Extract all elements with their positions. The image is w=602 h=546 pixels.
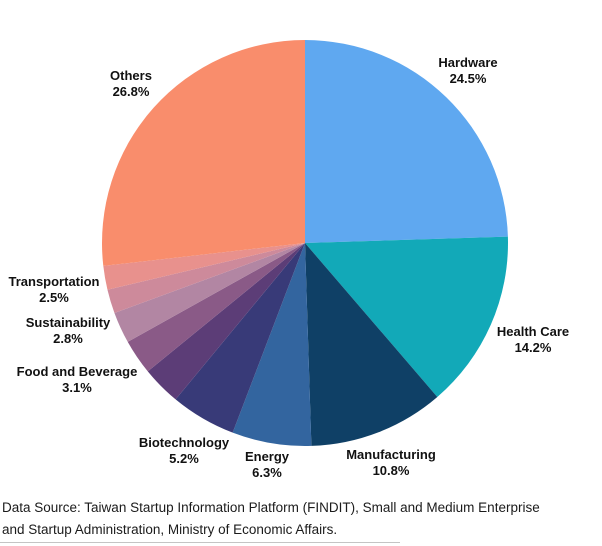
pie-label-percentage: 3.1% [62, 380, 92, 395]
pie-slice-health-care [305, 236, 509, 397]
pie-label-percentage: 14.2% [514, 340, 552, 355]
pie-slice-food-and-beverage [147, 243, 305, 400]
pie-label-percentage: 2.5% [39, 290, 69, 305]
pie-label-percentage: 2.8% [53, 331, 83, 346]
pie-slice-transportation [114, 243, 305, 342]
pie-label-biotechnology: Biotechnology 5.2% [139, 435, 229, 467]
pie-label-name: Food and Beverage [16, 364, 138, 379]
pie-label-transportation: Transportation 2.5% [8, 274, 99, 306]
bottom-divider [0, 542, 400, 543]
pie-label-percentage: 10.8% [372, 463, 410, 478]
data-source-line2: and Startup Administration, Ministry of … [2, 522, 338, 537]
pie-slice-manufacturing [305, 243, 438, 446]
pie-slice-others [102, 40, 305, 266]
pie-label-name: Biotechnology [138, 435, 230, 450]
pie-slice-hardware [305, 40, 508, 243]
pie-slice-unlabeled-9 [103, 243, 305, 290]
pie-label-percentage: 5.2% [169, 451, 199, 466]
pie-label-name: Hardware [438, 55, 498, 70]
pie-label-name: Energy [244, 449, 290, 464]
pie-label-energy: Energy 6.3% [245, 449, 289, 481]
pie-label-name: Others [110, 68, 152, 83]
pie-slice-energy [232, 243, 312, 447]
pie-label-name: Sustainability [25, 315, 111, 330]
pie-label-name: Health Care [496, 324, 570, 339]
data-source-note: Data Source: Taiwan Startup Information … [2, 497, 540, 541]
pie-label-percentage: 6.3% [252, 465, 282, 480]
pie-label-percentage: 26.8% [112, 84, 150, 99]
pie-label-hardware: Hardware 24.5% [438, 55, 497, 87]
pie-slice-biotechnology [175, 243, 305, 433]
pie-label-manufacturing: Manufacturing 10.8% [346, 447, 436, 479]
pie-label-food-and-beverage: Food and Beverage 3.1% [17, 364, 138, 396]
data-source-line1: Data Source: Taiwan Startup Information … [2, 500, 540, 515]
pie-slice-unlabeled-8 [107, 243, 306, 313]
pie-label-name: Manufacturing [346, 447, 436, 462]
pie-label-name: Transportation [8, 274, 100, 289]
pie-label-sustainability: Sustainability 2.8% [26, 315, 111, 347]
pie-label-percentage: 24.5% [449, 71, 487, 86]
pie-slice-sustainability [127, 243, 305, 372]
pie-label-health-care: Health Care 14.2% [497, 324, 569, 356]
pie-label-others: Others 26.8% [110, 68, 152, 100]
